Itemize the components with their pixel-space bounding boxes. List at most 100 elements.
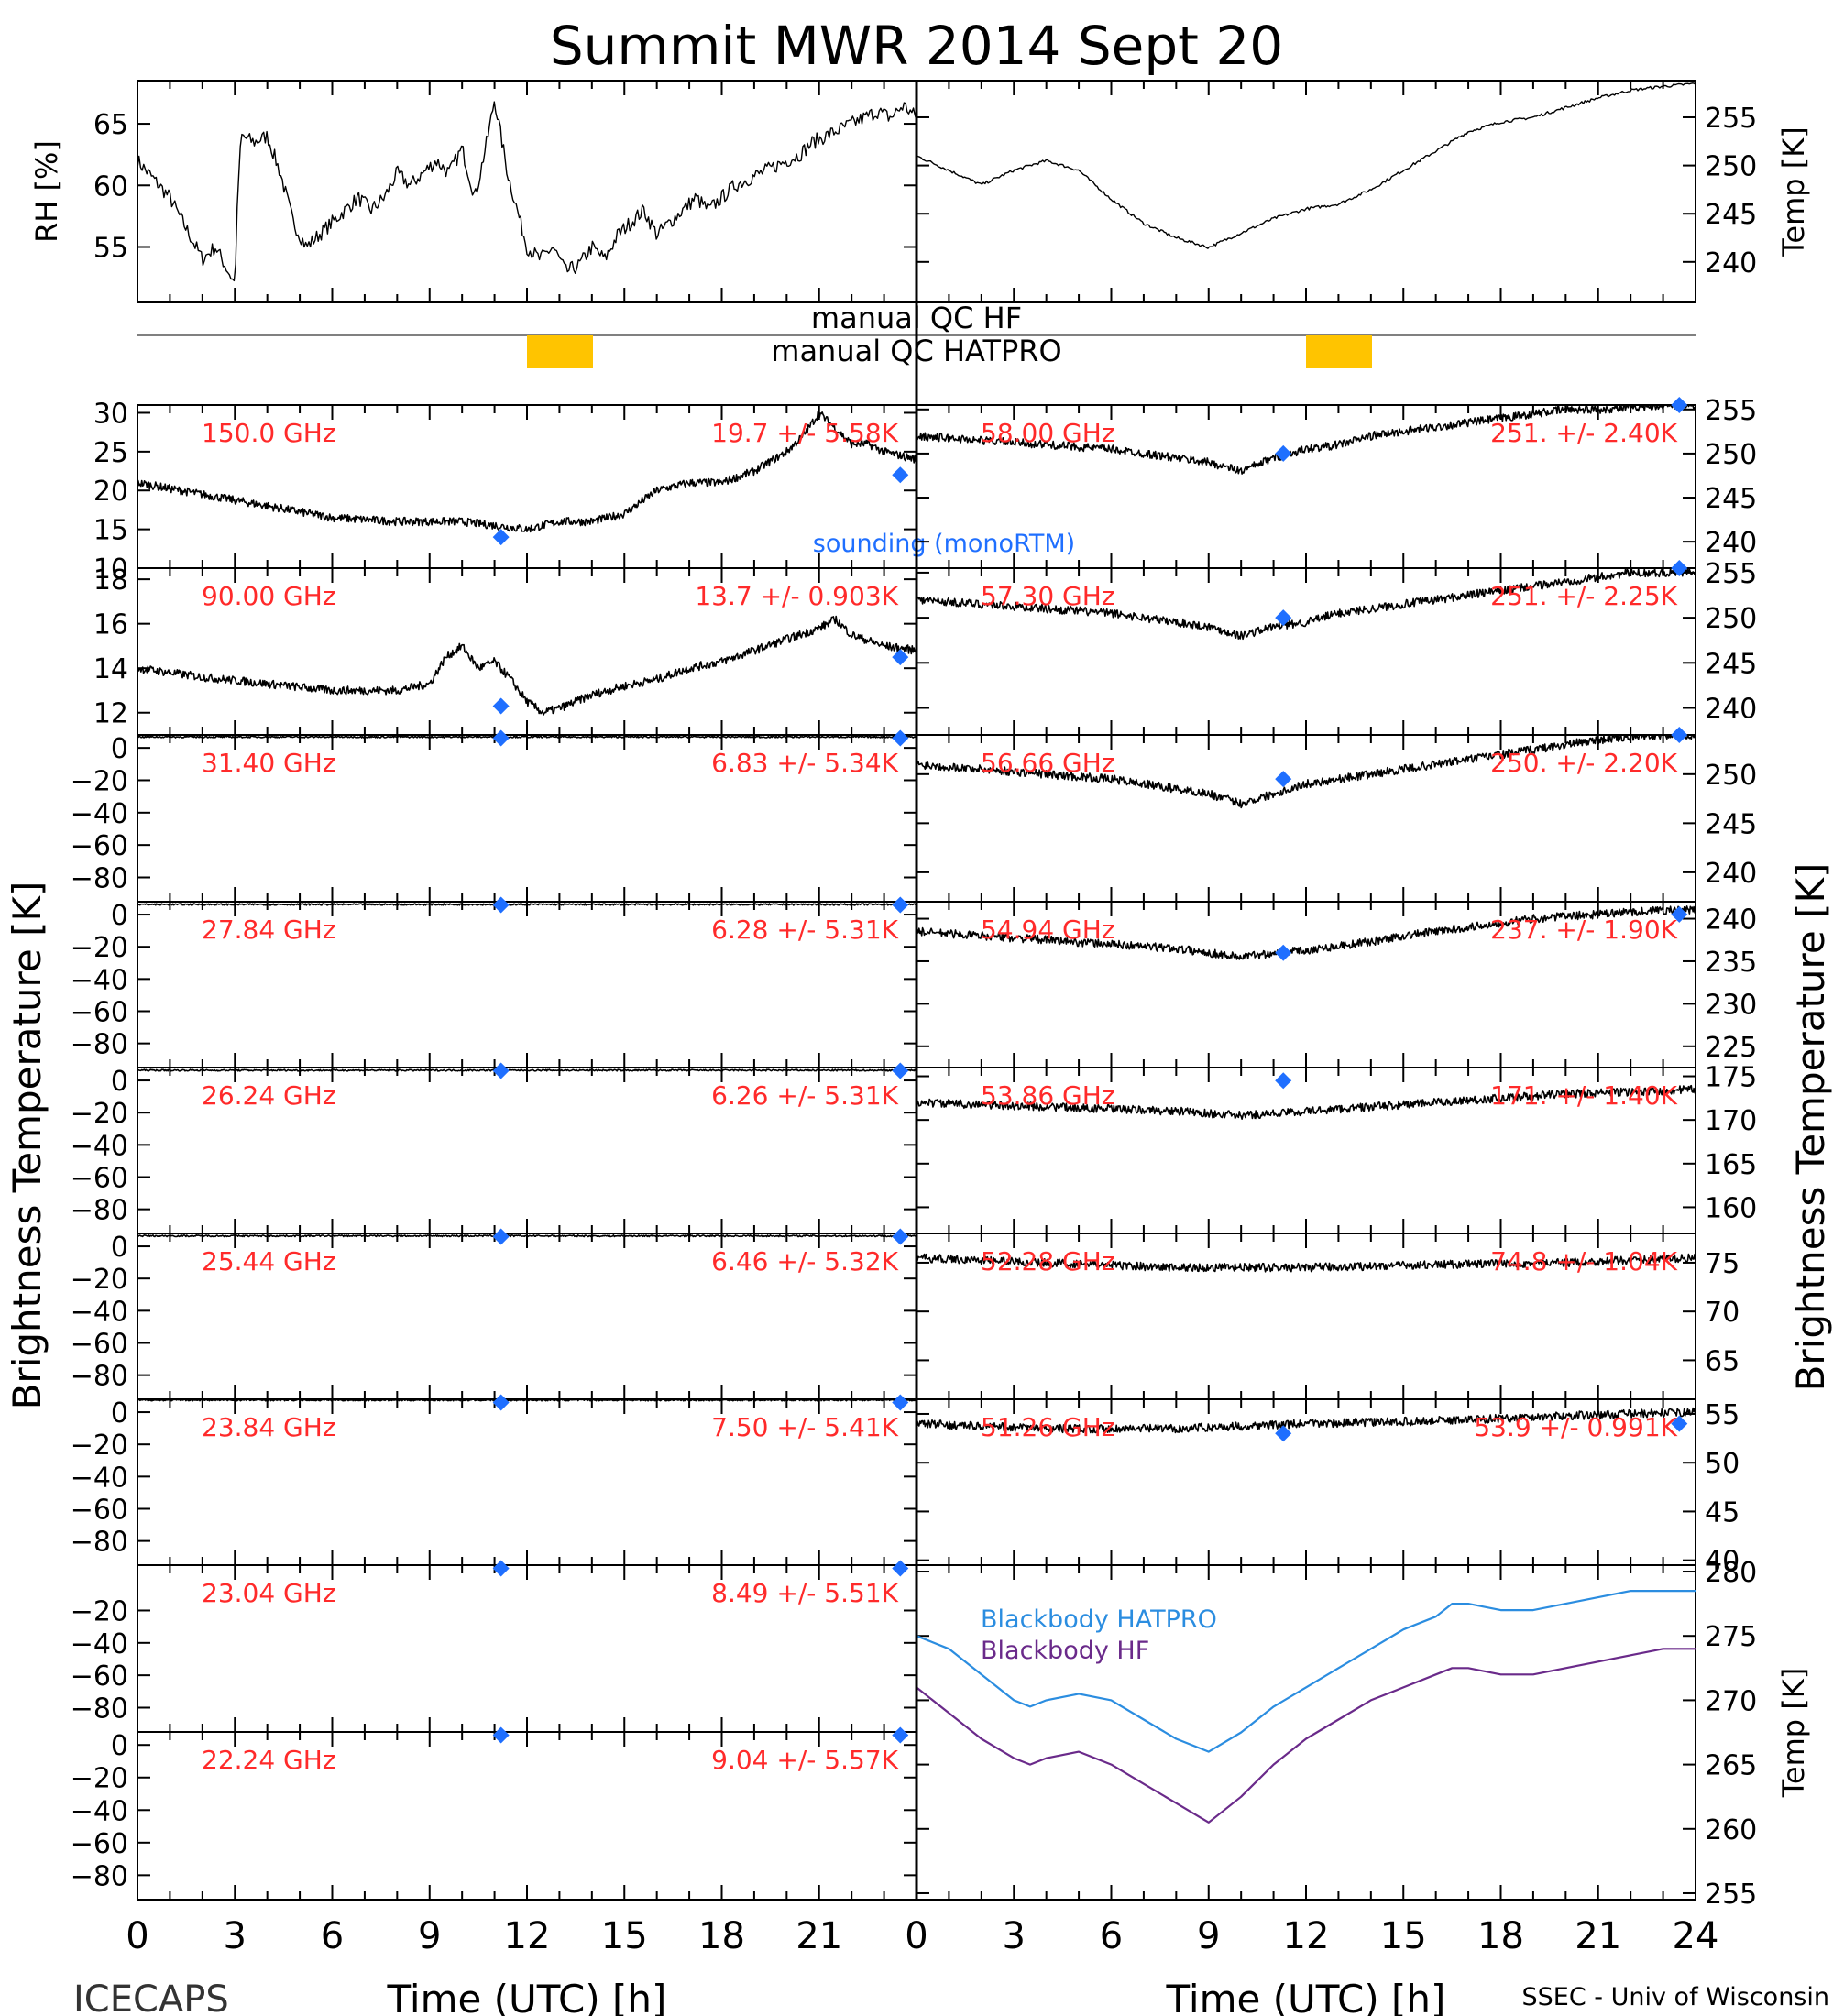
figure-title: Summit MWR 2014 Sept 20 [550,15,1283,77]
channel-label: 23.84 GHz [202,1412,336,1442]
channel-label: 27.84 GHz [202,915,336,945]
y-tick-label: −20 [71,1098,128,1130]
sounding-point [892,729,909,747]
x-tick-label: 21 [796,1915,842,1957]
y-tick-label: 30 [93,398,128,430]
sounding-point [892,1394,909,1411]
y-tick-label: 255 [1705,395,1757,427]
channel-label: 51.26 GHz [981,1412,1115,1442]
x-tick-label: 12 [504,1915,551,1957]
y-tick-label: 255 [1705,1879,1757,1911]
y-tick-label: 0 [111,733,128,765]
sounding-point [1671,1415,1688,1432]
sounding-point [1275,944,1292,961]
x-tick-label: 18 [1477,1915,1524,1957]
channel-stats: 6.83 +/- 5.34K [711,748,898,778]
left-ylabel: Brightness Temperature [K] [5,882,49,1410]
panel-frame [916,80,1696,303]
y-tick-label: 0 [111,1730,128,1762]
x-tick-label: 21 [1575,1915,1621,1957]
y-tick-label: 240 [1705,693,1757,725]
y-tick-label: 250 [1705,439,1757,471]
y-tick-label: 0 [111,900,128,932]
panel-frame [137,80,917,303]
panel-27: 0−20−40−60−80 27.84 GHz 6.28 +/- 5.31K [71,896,917,1068]
y-tick-label: 10 [93,553,128,586]
sounding-point [1671,727,1688,743]
y-tick-label: −60 [71,1660,128,1693]
y-tick-label: 250 [1705,151,1757,183]
series-line [916,82,1696,249]
panel-rh: 55 60 65 RH [%] [29,80,917,303]
y-tick-label: 165 [1705,1149,1757,1181]
y-tick-label: 55 [93,233,128,265]
panel-25: 0−20−40−60−80 25.44 GHz 6.46 +/- 5.32K [71,1228,917,1400]
x-tick-label: 3 [1003,1915,1026,1957]
channel-label: 150.0 GHz [202,418,336,448]
series-line [137,615,917,717]
y-tick-label: −80 [71,1693,128,1725]
channel-stats: 53.9 +/- 0.991K [1474,1412,1677,1442]
y-tick-label: 175 [1705,1062,1757,1094]
y-tick-label: 0 [111,1232,128,1264]
y-tick-label: 235 [1705,947,1757,979]
channel-stats: 9.04 +/- 5.57K [711,1745,898,1775]
qc-hatpro-bar-right [1306,335,1372,368]
y-tick-label: −40 [71,1795,128,1827]
channel-stats: 237. +/- 1.90K [1490,915,1677,945]
y-tick-label: 255 [1705,558,1757,590]
footer-right: SSEC - Univ of Wisconsin [1522,1983,1829,2011]
sounding-point [492,1726,510,1744]
y-tick-label: −40 [71,964,128,996]
y-tick-label: −60 [71,1328,128,1360]
series-line [916,905,1696,960]
channel-stats: 8.49 +/- 5.51K [711,1578,898,1608]
y-tick-label: 16 [93,609,128,641]
panel-52: 65 70 75 52.28 GHz 74.8 +/- 1.04K [916,1233,1740,1400]
y-tick-label: −80 [71,1195,128,1227]
sounding-point [1275,771,1292,788]
channel-label: 26.24 GHz [202,1080,336,1111]
series-line [137,1234,917,1238]
sounding-point [492,1228,510,1245]
y-tick-label: 45 [1705,1496,1740,1528]
y-tick-label: −40 [71,798,128,830]
y-tick-label: −20 [71,1763,128,1795]
y-tick-label: −20 [71,1430,128,1462]
panel-temp: 240 245 250 255 Temp [K] [916,80,1811,303]
channel-label: 53.86 GHz [981,1080,1115,1111]
x-tick-label: 18 [698,1915,745,1957]
channel-stats: 250. +/- 2.20K [1490,748,1677,778]
bb-legend-hf: Blackbody HF [981,1637,1149,1665]
footer-left: ICECAPS [73,1978,229,2016]
x-label-left: Time (UTC) [h] [387,1977,667,2016]
panel-23.84: 0−20−40−60−80 23.84 GHz 7.50 +/- 5.41K [71,1394,917,1566]
y-tick-label: −40 [71,1130,128,1162]
channel-label: 23.04 GHz [202,1578,336,1608]
series-line [916,1084,1696,1120]
y-tick-label: −20 [71,1595,128,1627]
x-label-right: Time (UTC) [h] [1166,1977,1446,2016]
x-tick-label: 12 [1283,1915,1330,1957]
panel-56: 240 245 250 56.66 GHz 250. +/- 2.20K [916,727,1757,903]
y-tick-label: 12 [93,698,128,730]
sounding-point [492,1560,510,1577]
y-tick-label: −80 [71,1361,128,1393]
channel-stats: 74.8 +/- 1.04K [1490,1246,1677,1276]
channel-label: 31.40 GHz [202,748,336,778]
y-tick-label: −60 [71,996,128,1028]
x-tick-label: 0 [126,1915,148,1957]
sounding-point [892,1726,909,1744]
y-tick-label: 280 [1705,1557,1757,1589]
y-tick-label: −20 [71,932,128,964]
sounding-point [892,466,909,484]
y-tick-label: 40 [1705,1546,1740,1578]
sounding-point [1275,1425,1292,1442]
channel-stats: 251. +/- 2.25K [1490,581,1677,611]
panel-150: 10 15 20 25 30 150.0 GHz 19.7 +/- 5.58K soundin… [93,398,1075,586]
channel-label: 52.28 GHz [981,1246,1115,1276]
channel-stats: 13.7 +/- 0.903K [695,581,898,611]
sounding-point [1275,609,1292,627]
channel-stats: 6.28 +/- 5.31K [711,915,898,945]
sounding-point [492,697,510,715]
